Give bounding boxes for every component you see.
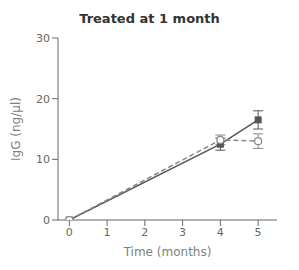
svg-text:2: 2 [141, 226, 148, 239]
svg-text:5: 5 [255, 226, 262, 239]
svg-text:0: 0 [66, 226, 73, 239]
svg-text:30: 30 [36, 32, 50, 45]
svg-text:IgG (ng/µl): IgG (ng/µl) [9, 97, 23, 161]
html-text:Treated at 1 month: Treated at 1 month [79, 11, 220, 26]
svg-text:10: 10 [36, 153, 50, 166]
svg-text:4: 4 [217, 226, 224, 239]
svg-text:0: 0 [43, 214, 50, 227]
svg-text:3: 3 [179, 226, 186, 239]
svg-text:1: 1 [104, 226, 111, 239]
svg-text:Time (months): Time (months) [123, 245, 212, 259]
svg-text:20: 20 [36, 93, 50, 106]
